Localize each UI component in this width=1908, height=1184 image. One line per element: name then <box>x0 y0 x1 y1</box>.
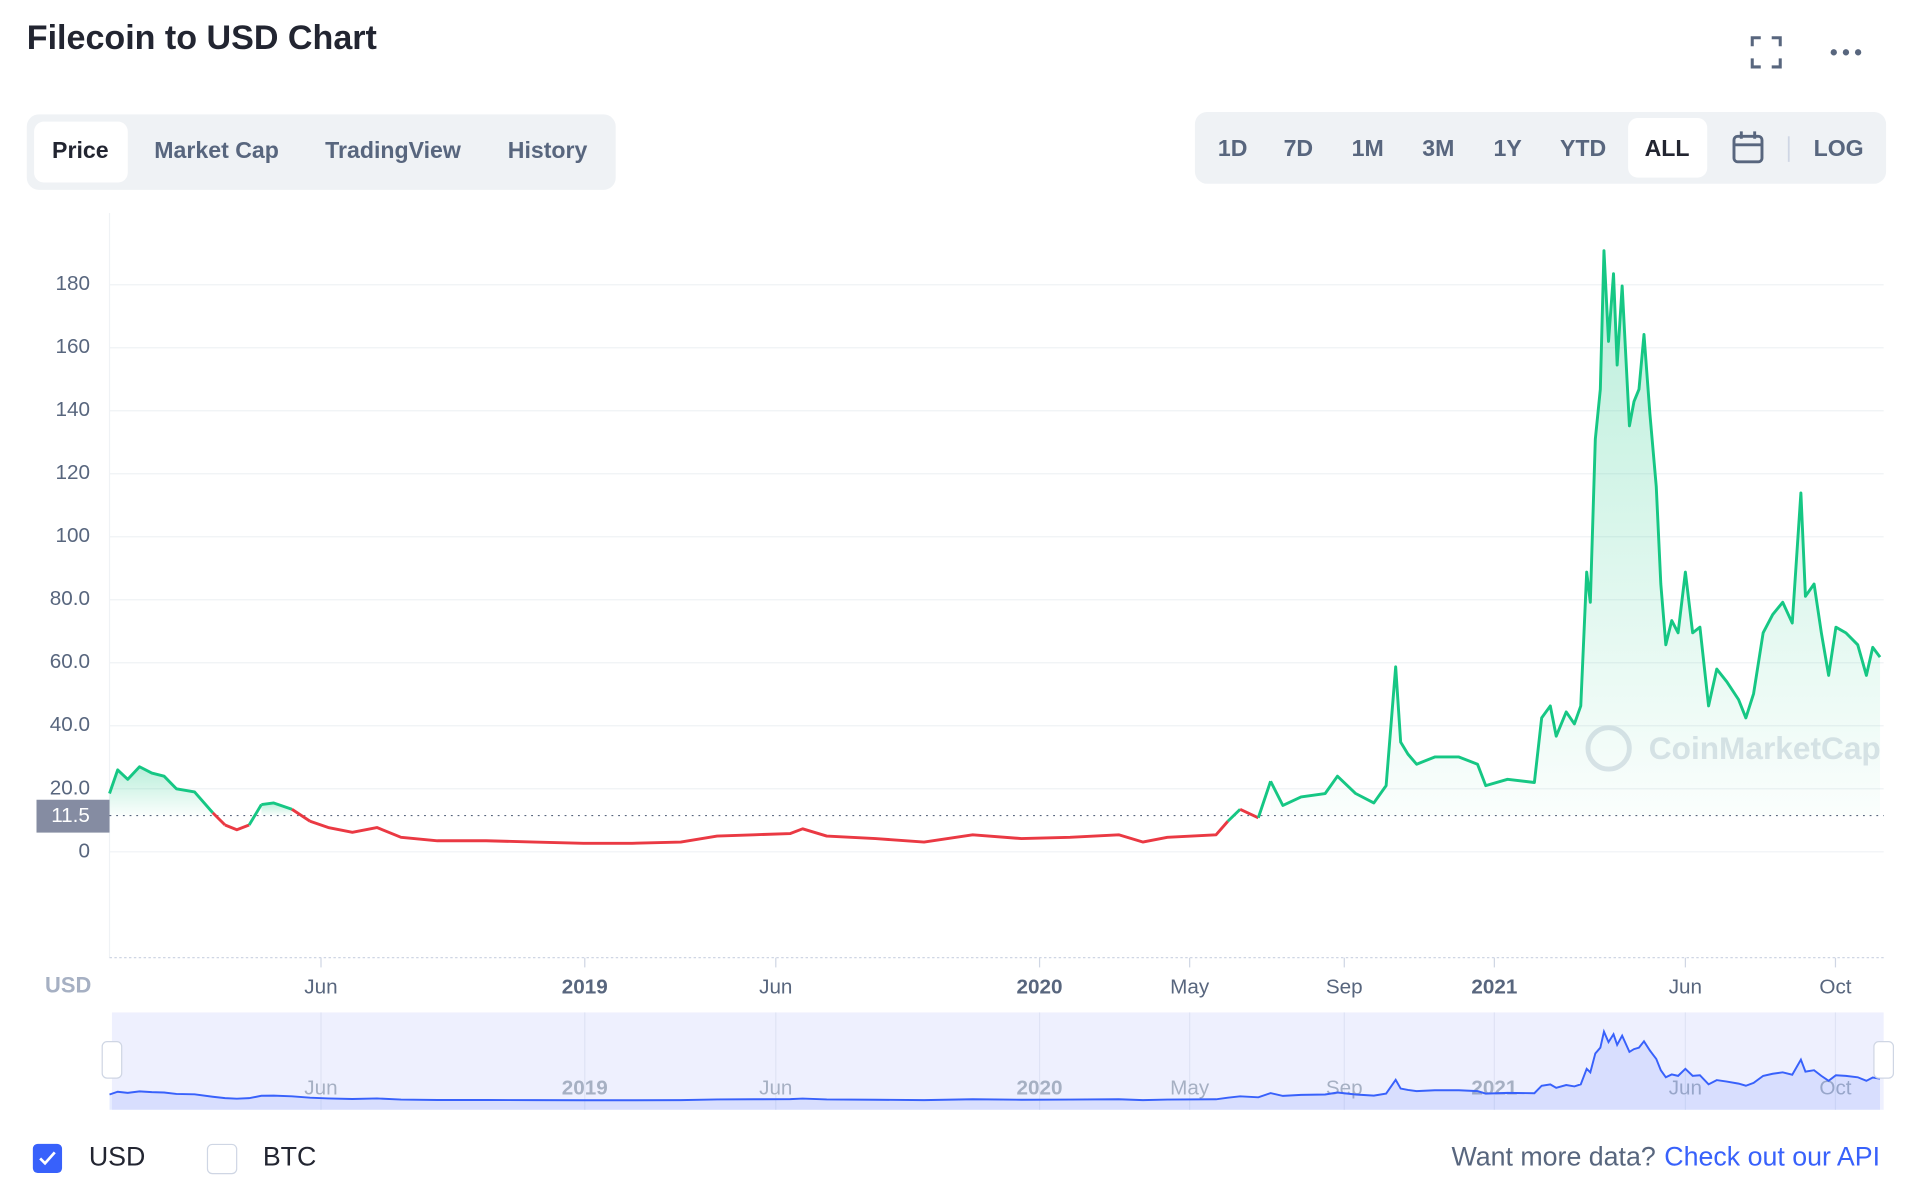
x-tick-label: May <box>1170 976 1210 999</box>
price-line-bridge <box>247 803 263 826</box>
price-line-bridge <box>1256 780 1272 819</box>
y-tick-label: 80.0 <box>50 587 90 610</box>
price-line <box>224 823 250 832</box>
x-tick-label: Sep <box>1326 976 1363 999</box>
navigator-tick-label: Jun <box>1669 1077 1702 1100</box>
range-button[interactable]: 1D <box>1218 135 1248 161</box>
navigator-tick-label: 2020 <box>1017 1077 1063 1100</box>
price-line-bridge <box>211 811 227 827</box>
checkbox[interactable] <box>206 1143 238 1175</box>
x-tick-label: Jun <box>1669 976 1702 999</box>
y-tick-label: 140 <box>56 398 90 421</box>
fullscreen-icon[interactable] <box>1750 36 1782 69</box>
footer-link[interactable]: Check out our API <box>1664 1142 1880 1172</box>
tab[interactable]: History <box>508 137 588 163</box>
calendar-icon[interactable] <box>1732 131 1764 164</box>
tab[interactable]: TradingView <box>325 137 462 163</box>
navigator-tick-label: Jun <box>304 1077 337 1100</box>
price-line-bridge <box>1239 807 1259 820</box>
range-button[interactable]: 1Y <box>1494 135 1523 161</box>
y-tick-label: 160 <box>56 335 90 358</box>
navigator-handle[interactable] <box>101 1041 123 1079</box>
price-line <box>1269 249 1882 807</box>
y-tick-label: 180 <box>56 272 90 295</box>
y-tick-label: 100 <box>56 524 90 547</box>
navigator-bg <box>111 1012 1884 1110</box>
range-bar <box>1194 111 1887 184</box>
navigator-tick-label: 2019 <box>562 1077 608 1100</box>
navigator-tick-label: Oct <box>1819 1077 1851 1100</box>
range-button[interactable]: ALL <box>1645 135 1690 161</box>
range-button[interactable]: 3M <box>1422 135 1454 161</box>
navigator-handle[interactable] <box>1873 1041 1895 1079</box>
tab-bar <box>26 114 616 190</box>
log-button[interactable]: LOG <box>1814 135 1864 161</box>
toggle-label[interactable]: USD <box>89 1142 146 1172</box>
area <box>1270 250 1881 816</box>
page-title: Filecoin to USD Chart <box>27 19 377 57</box>
x-tick-label: 2019 <box>562 976 608 999</box>
area <box>261 802 292 816</box>
navigator-tick-label: May <box>1170 1077 1210 1100</box>
price-line <box>261 801 293 811</box>
range-active-bg <box>1628 118 1708 178</box>
price-line <box>108 765 214 814</box>
footer-text: Want more data? <box>1451 1142 1655 1172</box>
x-tick-label: Jun <box>759 976 792 999</box>
tab[interactable]: Price <box>52 137 109 163</box>
current-price-label: 11.5 <box>51 804 90 827</box>
plot: 0 20.0 40.0 60.0 80.0 100 120 140 160 180 Jun 2019 J… <box>36 212 1895 1110</box>
range-button[interactable]: 1M <box>1352 135 1384 161</box>
navigator-area <box>109 1031 1881 1110</box>
y-tick-label: 40.0 <box>50 713 90 736</box>
price-line-bridge <box>291 808 311 823</box>
range-button[interactable]: YTD <box>1560 135 1606 161</box>
toggle-label[interactable]: BTC <box>263 1142 317 1172</box>
y-tick-label: 120 <box>56 461 90 484</box>
navigator-line <box>109 1028 1881 1102</box>
y-tick-label: 60.0 <box>50 650 90 673</box>
price-line <box>309 819 1229 845</box>
tab[interactable]: Market Cap <box>154 137 279 163</box>
footer: Want more data? Check out our API <box>1451 1142 1880 1172</box>
current-price-badge <box>36 799 110 833</box>
range-button[interactable]: 7D <box>1284 135 1314 161</box>
x-tick-label: Oct <box>1819 976 1851 999</box>
axis-unit-label: USD <box>45 973 91 998</box>
check-icon <box>39 1151 56 1166</box>
checkbox-checked[interactable] <box>32 1143 63 1174</box>
price-line-bridge <box>1226 808 1242 823</box>
x-tick-label: 2021 <box>1471 976 1517 999</box>
tab-active-bg <box>34 121 128 183</box>
x-tick-label: 2020 <box>1017 976 1063 999</box>
navigator-tick-label: Jun <box>759 1077 792 1100</box>
y-tick-label: 0 <box>79 839 90 862</box>
more-icon[interactable] <box>1830 49 1862 56</box>
area <box>109 766 213 816</box>
y-tick-label: 20.0 <box>50 776 90 799</box>
x-tick-label: Jun <box>304 976 337 999</box>
